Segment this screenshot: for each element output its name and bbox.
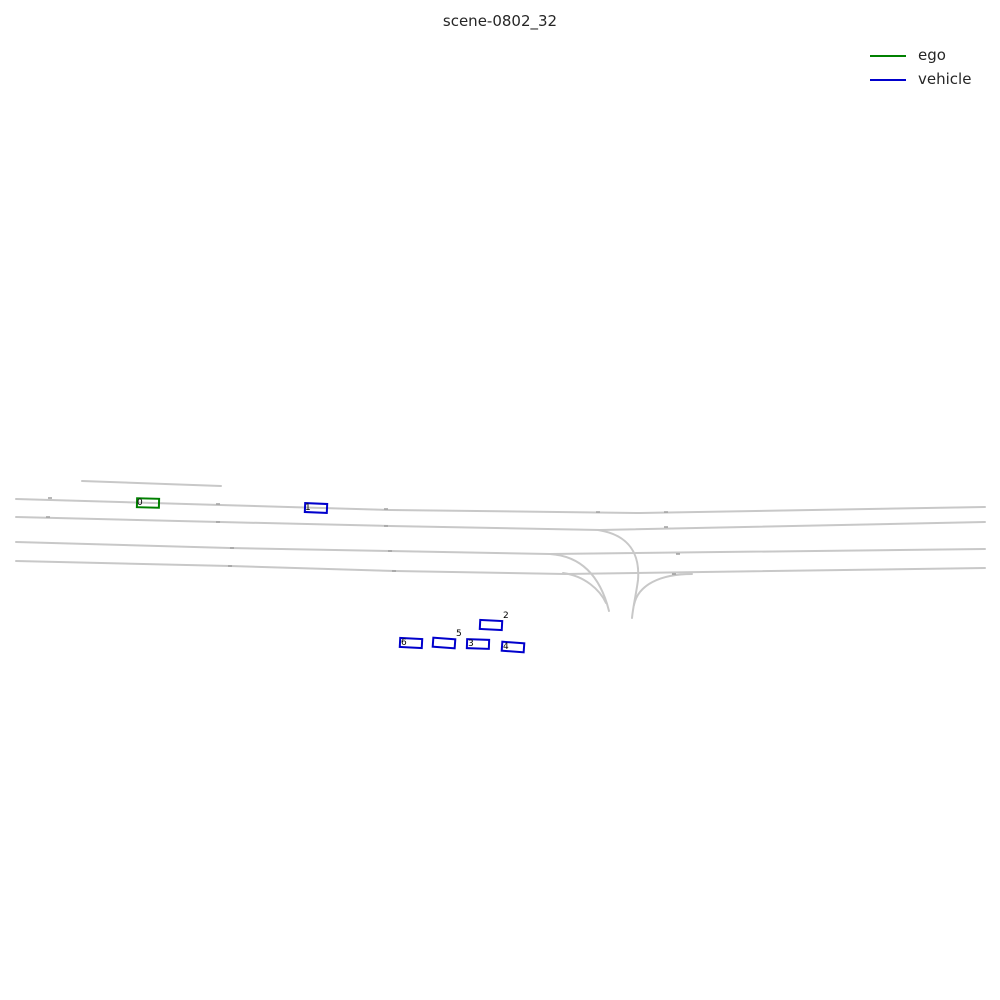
agent-ego-0: 0 (135, 497, 161, 509)
lane-line (81, 480, 222, 487)
lane-line (15, 498, 986, 515)
agent-id-label: 0 (137, 498, 143, 508)
legend: ego vehicle (866, 44, 986, 92)
agent-box (478, 618, 504, 632)
agent-id-label: 1 (305, 503, 311, 513)
agent-id-label: 4 (503, 642, 509, 652)
lane-lines (15, 480, 986, 619)
agents: 0 1 2 3 4 5 6 (135, 497, 526, 654)
agent-vehicle-3: 3 (465, 638, 491, 650)
legend-label-ego: ego (918, 46, 946, 64)
agent-vehicle-2: 2 (478, 611, 509, 632)
lane-curve (633, 573, 693, 606)
lane-line (15, 560, 986, 576)
lane-line (15, 516, 986, 532)
agent-id-label: 2 (503, 611, 509, 621)
agent-vehicle-5: 5 (431, 629, 462, 650)
agent-vehicle-4: 4 (500, 640, 526, 654)
agent-box (398, 636, 424, 650)
agent-box (500, 640, 526, 654)
legend-swatch-vehicle (870, 79, 906, 81)
legend-label-vehicle: vehicle (918, 70, 972, 88)
agent-box (303, 501, 329, 515)
agent-box (431, 636, 457, 650)
agent-id-label: 5 (456, 629, 462, 639)
agent-box (135, 497, 161, 509)
lane-curve (597, 529, 640, 619)
agent-vehicle-6: 6 (398, 636, 424, 650)
agent-vehicle-1: 1 (303, 501, 329, 515)
agent-id-label: 6 (401, 638, 407, 648)
lane-ticks (46, 497, 680, 575)
lane-curve (549, 553, 610, 612)
legend-item-ego: ego (866, 44, 986, 68)
agent-id-label: 3 (468, 639, 474, 649)
legend-item-vehicle: vehicle (866, 68, 986, 92)
legend-swatch-ego (870, 55, 906, 57)
lane-line (15, 541, 986, 556)
scene-title: scene-0802_32 (442, 12, 558, 30)
lane-curve (562, 572, 607, 604)
agent-box (465, 638, 491, 650)
